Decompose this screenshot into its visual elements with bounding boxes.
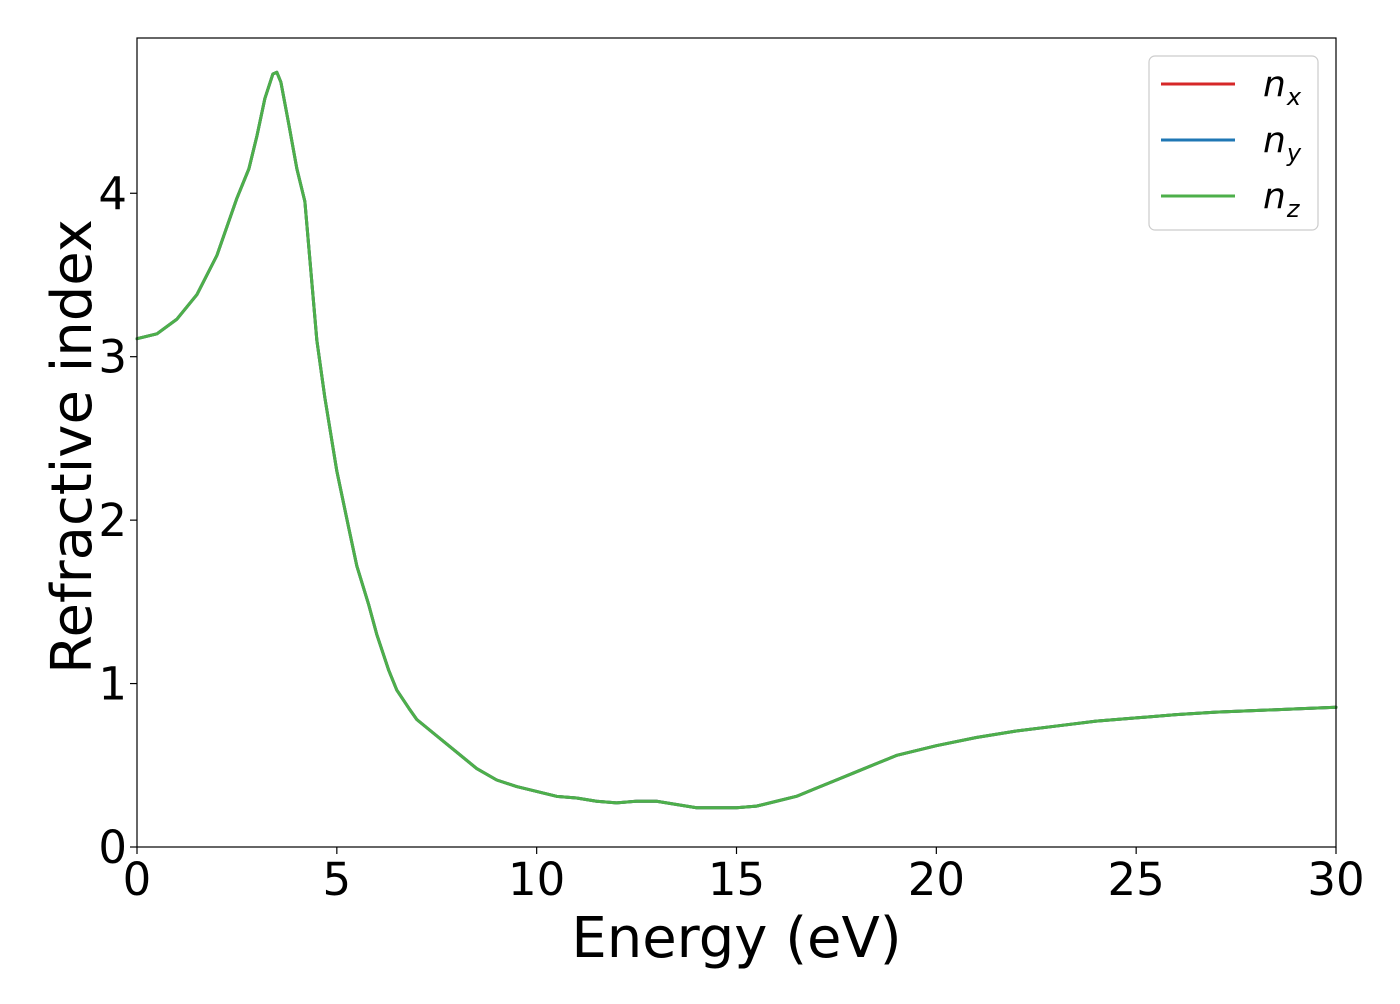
y-tick-label: 3 xyxy=(98,331,127,384)
legend-label-base: n xyxy=(1263,120,1286,161)
y-axis-label: Refractive index xyxy=(40,219,105,674)
axes-frame xyxy=(136,37,1337,848)
legend-box xyxy=(1148,55,1319,231)
legend-label-subscript: z xyxy=(1286,195,1301,223)
legend-label: nz xyxy=(1263,176,1301,223)
y-axis-ticks: 0 1 2 3 4 xyxy=(98,167,137,874)
legend-label-base: n xyxy=(1263,176,1286,217)
x-tick-label: 0 xyxy=(123,853,152,906)
x-tick-label: 30 xyxy=(1307,853,1364,906)
x-tick-label: 15 xyxy=(708,853,765,906)
series-line-n-z xyxy=(135,70,1338,810)
legend-label-subscript: x xyxy=(1286,83,1302,111)
legend-label: ny xyxy=(1263,120,1302,167)
y-tick-label: 4 xyxy=(98,167,127,220)
y-tick-label: 1 xyxy=(98,658,127,711)
legend-label-base: n xyxy=(1263,64,1286,105)
legend-label-subscript: y xyxy=(1286,139,1302,167)
y-tick-label: 0 xyxy=(98,821,127,874)
x-tick-label: 10 xyxy=(508,853,565,906)
series-layer xyxy=(135,70,1338,810)
x-tick-label: 5 xyxy=(323,853,352,906)
legend-label: nx xyxy=(1263,64,1302,111)
x-axis-ticks: 0 5 10 15 20 25 30 xyxy=(123,847,1365,906)
x-tick-label: 20 xyxy=(908,853,965,906)
x-tick-label: 25 xyxy=(1108,853,1165,906)
x-axis-label: Energy (eV) xyxy=(571,906,901,971)
y-tick-label: 2 xyxy=(98,494,127,547)
